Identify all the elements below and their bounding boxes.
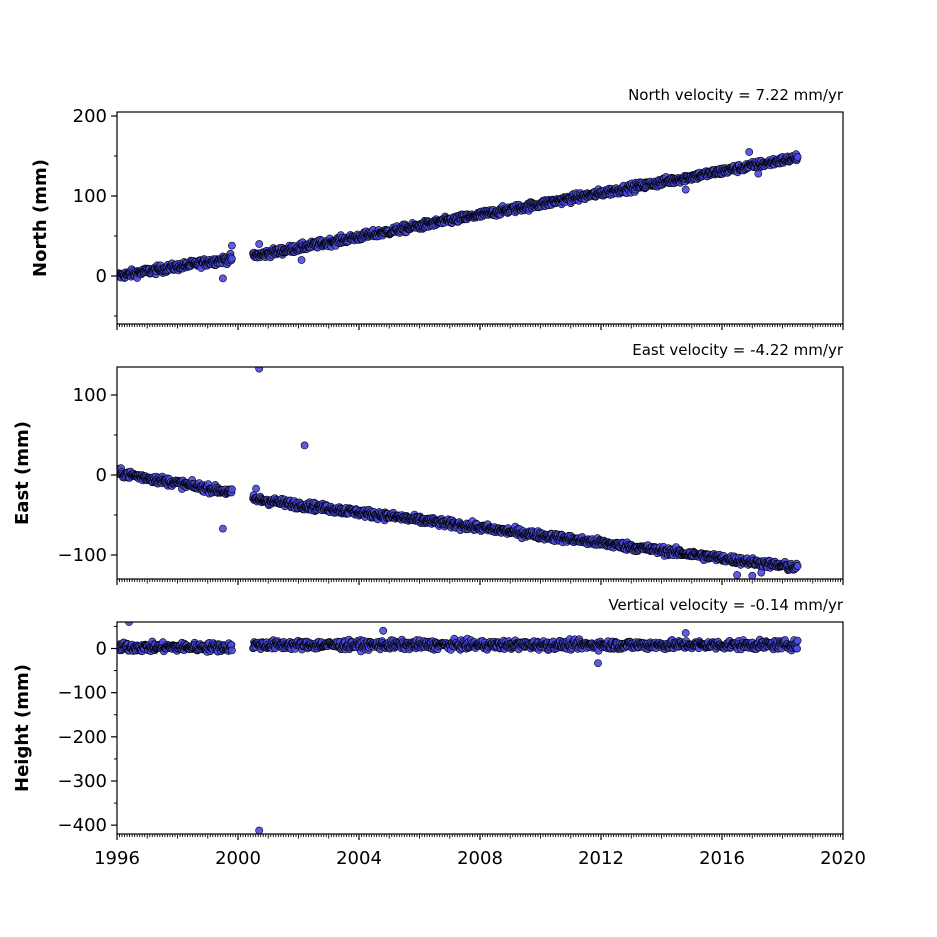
data-point	[793, 562, 802, 570]
data-point-outlier	[757, 568, 766, 577]
data-point	[793, 636, 802, 645]
data-point-outlier	[297, 256, 306, 264]
panel-3: −400 −300 −200 −100 0 1996 2000 2004 2008 2012 201…	[12, 596, 866, 869]
data-points	[117, 622, 802, 834]
data-point-outlier	[218, 524, 227, 533]
y-axis-label: Height (mm)	[12, 664, 33, 792]
velocity-label: Vertical velocity = -0.14 mm/yr	[608, 596, 843, 614]
data-points	[117, 367, 802, 579]
y-tick-label: 100	[73, 385, 107, 406]
y-axis-label: North (mm)	[30, 159, 51, 277]
data-point	[227, 254, 236, 263]
y-tick-label: 200	[73, 106, 107, 127]
panel-2: −100 0 100 East velocity = -4.22 mm/yr East …	[12, 341, 844, 585]
data-point	[227, 485, 236, 494]
x-tick-label: 2012	[578, 848, 624, 869]
y-tick-label: 0	[96, 465, 107, 486]
data-point-outlier	[681, 185, 690, 194]
y-tick-label: −400	[58, 815, 107, 836]
y-axis-label: East (mm)	[12, 421, 33, 525]
data-point-outlier	[754, 169, 763, 178]
data-point-outlier	[218, 274, 227, 283]
data-point	[793, 152, 802, 161]
y-tick-label: 0	[96, 266, 107, 287]
data-point-outlier	[379, 626, 388, 635]
x-tick-label: 2016	[699, 848, 745, 869]
data-point-outlier	[227, 241, 236, 250]
data-point-outlier	[255, 240, 264, 248]
data-point-outlier	[255, 826, 264, 834]
y-tick-label: −200	[58, 727, 107, 748]
y-tick-label: −100	[58, 683, 107, 704]
data-point-outlier	[748, 571, 757, 579]
velocity-label: North velocity = 7.22 mm/yr	[628, 86, 844, 104]
data-points	[117, 148, 802, 283]
x-tick-label: 2000	[215, 848, 261, 869]
x-tick-label: 2004	[336, 848, 382, 869]
y-tick-label: 0	[96, 639, 107, 660]
data-point-outlier	[745, 148, 754, 156]
data-point-outlier	[681, 629, 690, 637]
data-point	[227, 646, 236, 655]
y-tick-label: 100	[73, 186, 107, 207]
x-tick-label: 2020	[820, 848, 866, 869]
velocity-label: East velocity = -4.22 mm/yr	[632, 341, 844, 359]
data-point-outlier	[255, 367, 264, 373]
data-point-outlier	[300, 441, 309, 450]
data-point-outlier	[594, 659, 602, 667]
data-point-outlier	[733, 571, 741, 579]
panel-1: 0 100 200 North velocity = 7.22 mm/yr North …	[30, 86, 844, 330]
data-point-outlier	[252, 484, 260, 493]
y-tick-label: −100	[58, 545, 107, 566]
y-tick-label: −300	[58, 771, 107, 792]
data-point	[793, 644, 801, 653]
x-tick-label: 1996	[94, 848, 140, 869]
x-tick-label: 2008	[457, 848, 503, 869]
axes-frame	[116, 366, 844, 580]
